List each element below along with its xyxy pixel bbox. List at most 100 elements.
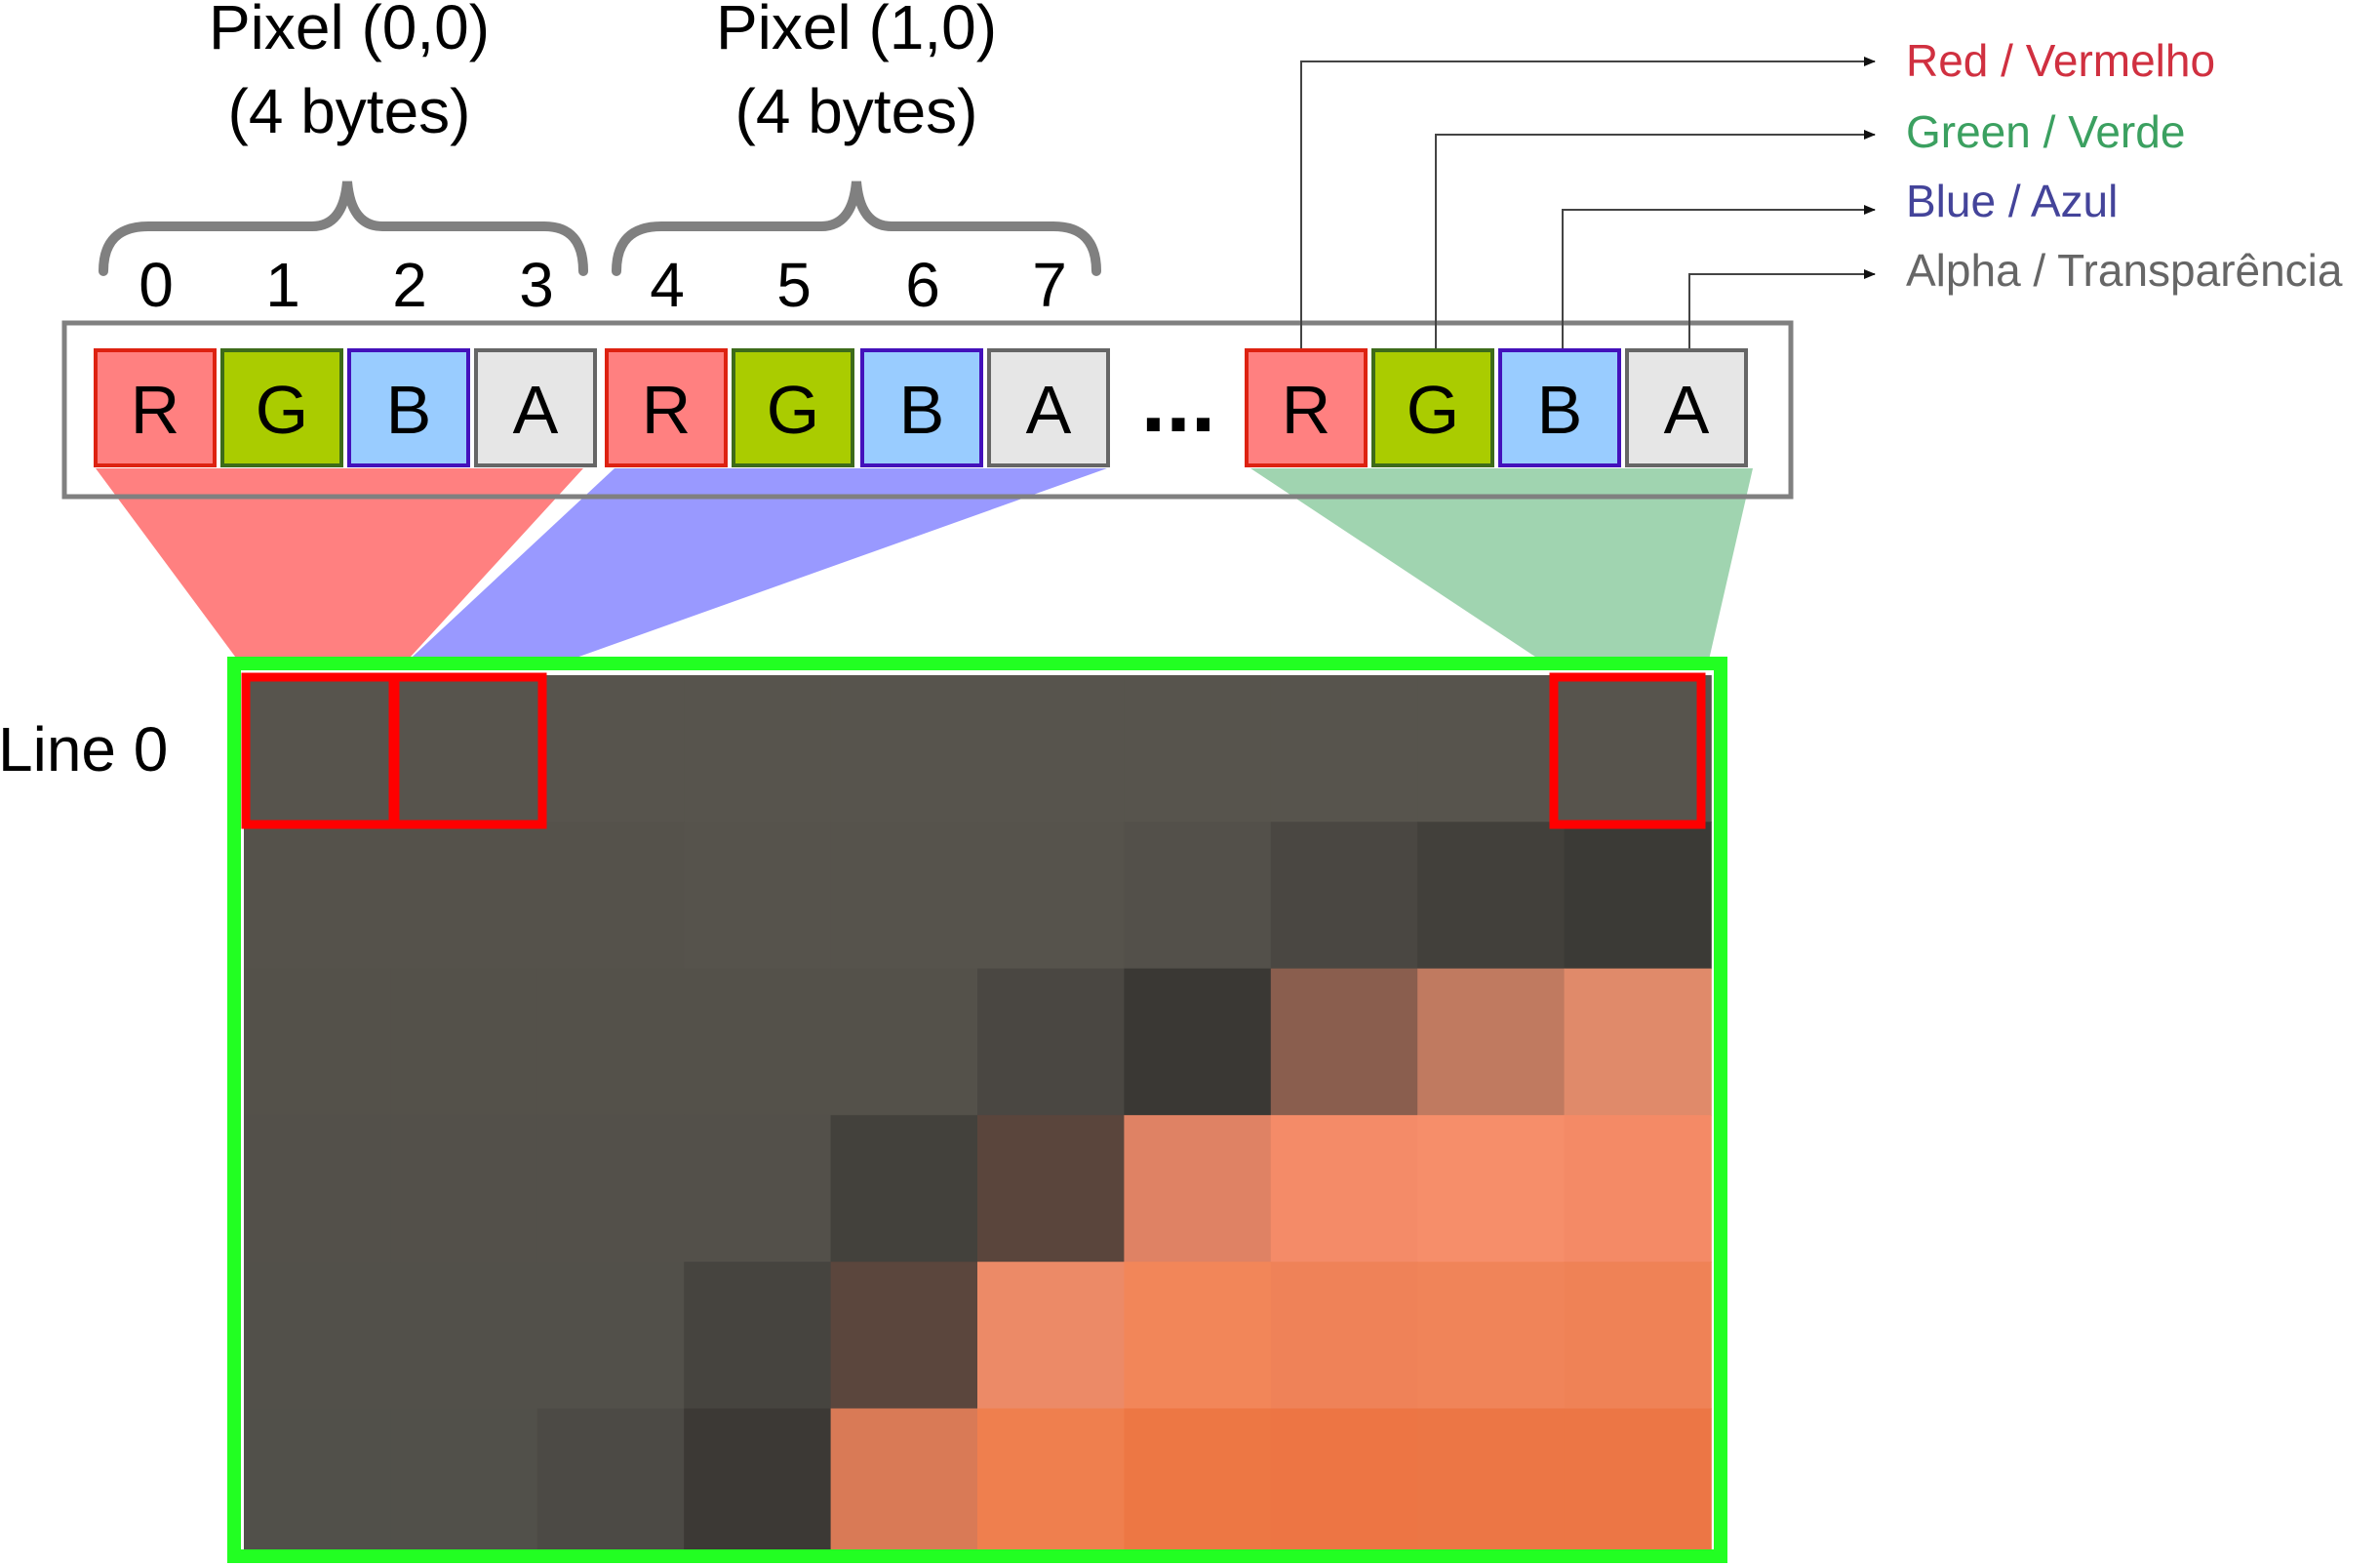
pixel-1-label-line2: (4 bytes) (735, 76, 978, 146)
byte-cell-box (732, 348, 854, 467)
byte-cell-letter: B (386, 372, 432, 448)
image-pixel (1564, 1408, 1712, 1556)
image-pixel (1417, 822, 1566, 970)
image-frame (227, 657, 1727, 1563)
pixel-0-b-byte: B (347, 348, 470, 467)
image-pixel (244, 1408, 392, 1556)
connector-red (1300, 57, 1876, 348)
image-pixel (830, 1114, 978, 1263)
brace-pixel-0 (99, 181, 588, 276)
image-pixel (244, 675, 392, 823)
image-pixel (536, 1262, 685, 1410)
byte-cell-letter: A (1664, 372, 1710, 448)
byte-index-6: 6 (905, 250, 940, 320)
last-pixel-mapping (1250, 468, 1753, 668)
image-pixel (1124, 822, 1272, 970)
byte-cell-box (987, 348, 1110, 467)
byte-cell-box (1371, 348, 1494, 467)
byte-cell-letter: R (131, 372, 180, 448)
legend-alpha: Alpha / Transparência (1906, 245, 2343, 296)
ellipsis: ... (1141, 351, 1216, 451)
byte-cell-letter: R (642, 372, 692, 448)
image-pixel (977, 968, 1126, 1116)
byte-index-4: 4 (650, 250, 685, 320)
pixel-0-mapping (96, 468, 583, 668)
last-pixel-r-byte: R (1245, 348, 1368, 467)
image-pixel (244, 968, 392, 1116)
byte-cell-box (94, 348, 217, 467)
legend-connectors (1300, 57, 1876, 348)
byte-row (61, 320, 1794, 500)
image-pixel (1564, 968, 1712, 1116)
byte-cell-letter: B (899, 372, 945, 448)
byte-cell-letter: G (767, 372, 819, 448)
pixel-1-b-byte: B (860, 348, 983, 467)
image-pixel (1270, 968, 1418, 1116)
byte-index-5: 5 (776, 250, 812, 320)
pixel-1-r-byte: R (605, 348, 728, 467)
image-pixel (1124, 1262, 1272, 1410)
legend-blue: Blue / Azul (1906, 176, 2118, 226)
image-pixel (390, 1262, 538, 1410)
last-pixel-highlight (1549, 672, 1706, 829)
image-pixel (390, 1114, 538, 1263)
pixel-1-a-byte: A (987, 348, 1110, 467)
last-pixel-b-byte: B (1498, 348, 1621, 467)
image-pixel (977, 822, 1126, 970)
connector-alpha (1688, 269, 1876, 348)
byte-index-0: 0 (139, 250, 174, 320)
image-pixel (830, 1408, 978, 1556)
byte-cell-letter: G (256, 372, 308, 448)
image-pixel (1564, 675, 1712, 823)
connector-green (1435, 130, 1876, 348)
line-0-label: Line 0 (0, 714, 168, 784)
image-pixel (684, 675, 832, 823)
image-pixel (1270, 822, 1418, 970)
legend-red: Red / Vermelho (1906, 35, 2215, 86)
byte-cell-box (347, 348, 470, 467)
pixel-1-label-line1: Pixel (1,0) (716, 0, 997, 62)
byte-cell-box (474, 348, 597, 467)
image-pixel (1124, 1114, 1272, 1263)
image-pixel (684, 1114, 832, 1263)
byte-cell-box (1625, 348, 1748, 467)
image-pixel (1270, 1262, 1418, 1410)
connector-blue (1562, 205, 1876, 348)
image-pixel (684, 1262, 832, 1410)
byte-cell-box (605, 348, 728, 467)
image-pixel (1417, 1114, 1566, 1263)
byte-cell-letter: A (1026, 372, 1072, 448)
pixel-0-r-byte: R (94, 348, 217, 467)
pixel-0-a-byte: A (474, 348, 597, 467)
image-pixel (244, 1114, 392, 1263)
image-pixel (830, 1262, 978, 1410)
image-pixel (244, 1262, 392, 1410)
image-pixel (1124, 675, 1272, 823)
image-pixel (390, 1408, 538, 1556)
image-pixel (1124, 968, 1272, 1116)
image-pixel (1270, 1408, 1418, 1556)
image-pixel (1417, 675, 1566, 823)
last-pixel-g-byte: G (1371, 348, 1494, 467)
image-pixel (536, 675, 685, 823)
image-pixel (830, 968, 978, 1116)
byte-cell-letter: R (1282, 372, 1331, 448)
image-pixel-grid (244, 675, 1712, 1556)
image-pixel (977, 1114, 1126, 1263)
pixel-1-mapping (400, 468, 1107, 668)
image-pixel (1417, 1262, 1566, 1410)
byte-index-3: 3 (519, 250, 554, 320)
brace-pixel-1 (612, 181, 1101, 276)
image-pixel (390, 675, 538, 823)
byte-cell-letter: A (513, 372, 559, 448)
image-pixel (977, 1262, 1126, 1410)
byte-index-1: 1 (265, 250, 300, 320)
byte-index-7: 7 (1032, 250, 1067, 320)
image-pixel (684, 822, 832, 970)
image-pixel (1417, 1408, 1566, 1556)
image-pixel (684, 1408, 832, 1556)
image-pixel (244, 822, 392, 970)
last-pixel-a-byte: A (1625, 348, 1748, 467)
